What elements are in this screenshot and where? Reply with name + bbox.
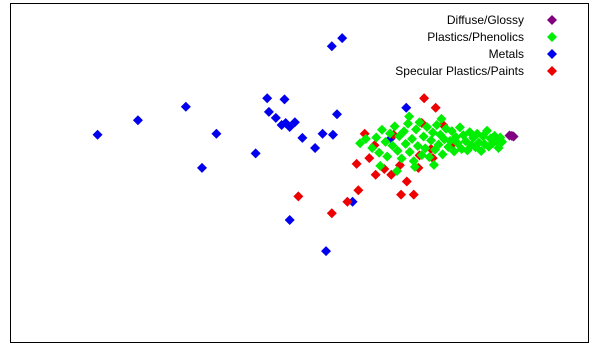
data-point-plastics-phenolics [398, 126, 409, 137]
data-point-metals [132, 115, 143, 126]
data-point-plastics-phenolics [392, 145, 403, 156]
data-point-plastics-phenolics [424, 152, 435, 163]
data-point-plastics-phenolics [446, 126, 457, 137]
data-point-metals [337, 33, 348, 44]
data-point-specular-plastics-paints [364, 153, 375, 164]
data-point-plastics-phenolics [360, 133, 371, 144]
data-point-metals [347, 196, 358, 207]
data-point-plastics-phenolics [392, 165, 403, 176]
data-point-plastics-phenolics [367, 142, 378, 153]
data-point-plastics-phenolics [497, 136, 508, 147]
data-point-metals [284, 214, 295, 225]
data-point-plastics-phenolics [436, 113, 447, 124]
data-point-plastics-phenolics [454, 122, 465, 133]
data-point-plastics-phenolics [422, 122, 433, 133]
data-point-specular-plastics-paints [370, 169, 381, 180]
data-point-plastics-phenolics [377, 124, 388, 135]
data-point-metals [262, 93, 273, 104]
data-point-plastics-phenolics [387, 140, 398, 151]
data-point-metals [321, 246, 332, 257]
data-point-plastics-phenolics [375, 160, 386, 171]
data-point-plastics-phenolics [396, 153, 407, 164]
data-point-metals [180, 101, 191, 112]
data-point-specular-plastics-paints [342, 196, 353, 207]
data-point-plastics-phenolics [420, 143, 431, 154]
data-point-plastics-phenolics [404, 147, 415, 158]
data-point-specular-plastics-paints [351, 158, 362, 169]
data-point-specular-plastics-paints [401, 176, 412, 187]
data-point-plastics-phenolics [404, 111, 415, 122]
data-point-plastics-phenolics [385, 128, 396, 139]
data-point-plastics-phenolics [426, 135, 437, 146]
data-point-plastics-phenolics [409, 161, 420, 172]
legend: Diffuse/Glossy Plastics/Phenolics Metals… [395, 13, 557, 78]
data-point-metals [326, 41, 337, 52]
data-point-plastics-phenolics [427, 127, 438, 138]
data-point-plastics-phenolics [476, 146, 487, 157]
data-point-plastics-phenolics [371, 132, 382, 143]
data-point-plastics-phenolics [355, 138, 366, 149]
data-point-plastics-phenolics [414, 117, 425, 128]
legend-label-specular-plastics-paints: Specular Plastics/Paints [395, 64, 524, 78]
plot-frame [10, 3, 589, 343]
data-point-plastics-phenolics [411, 124, 422, 135]
data-point-plastics-phenolics [389, 121, 400, 132]
legend-marker-diffuse-glossy [547, 15, 557, 25]
data-point-plastics-phenolics [400, 138, 411, 149]
data-point-metals [279, 94, 290, 105]
data-point-plastics-phenolics [433, 139, 444, 150]
data-point-metals [317, 128, 328, 139]
data-point-plastics-phenolics [380, 136, 391, 147]
legend-marker-metals [547, 49, 557, 59]
data-point-specular-plastics-paints [396, 189, 407, 200]
data-point-plastics-phenolics [482, 125, 493, 136]
data-point-plastics-phenolics [416, 150, 427, 161]
data-point-metals [250, 148, 261, 159]
data-point-plastics-phenolics [412, 140, 423, 151]
data-point-metals [327, 129, 338, 140]
legend-label-diffuse-glossy: Diffuse/Glossy [447, 13, 524, 27]
data-point-plastics-phenolics [407, 133, 418, 144]
data-point-metals [289, 117, 300, 128]
data-point-metals [297, 132, 308, 143]
data-point-plastics-phenolics [418, 131, 429, 142]
data-point-specular-plastics-paints [408, 189, 419, 200]
data-point-specular-plastics-paints [293, 191, 304, 202]
data-point-specular-plastics-paints [326, 208, 337, 219]
legend-label-plastics-phenolics: Plastics/Phenolics [427, 30, 524, 44]
data-points [92, 33, 519, 257]
data-point-specular-plastics-paints [430, 102, 441, 113]
data-point-metals [332, 109, 343, 120]
data-point-plastics-phenolics [402, 118, 413, 129]
data-point-metals [92, 129, 103, 140]
legend-marker-plastics-phenolics [547, 32, 557, 42]
data-point-plastics-phenolics [437, 149, 448, 160]
data-point-metals [401, 102, 412, 113]
data-point-metals [310, 142, 321, 153]
data-point-metals [196, 162, 207, 173]
data-point-plastics-phenolics [374, 147, 385, 158]
data-point-specular-plastics-paints [419, 93, 430, 104]
data-point-plastics-phenolics [449, 146, 460, 157]
data-point-metals [263, 106, 274, 117]
legend-label-metals: Metals [489, 47, 524, 61]
data-point-plastics-phenolics [428, 159, 439, 170]
data-point-metals [211, 128, 222, 139]
data-point-plastics-phenolics [431, 120, 442, 131]
legend-marker-specular-plastics-paints [547, 66, 557, 76]
data-point-plastics-phenolics [382, 151, 393, 162]
data-point-metals [270, 112, 281, 123]
data-point-specular-plastics-paints [353, 185, 364, 196]
data-point-diffuse-glossy [508, 131, 519, 142]
